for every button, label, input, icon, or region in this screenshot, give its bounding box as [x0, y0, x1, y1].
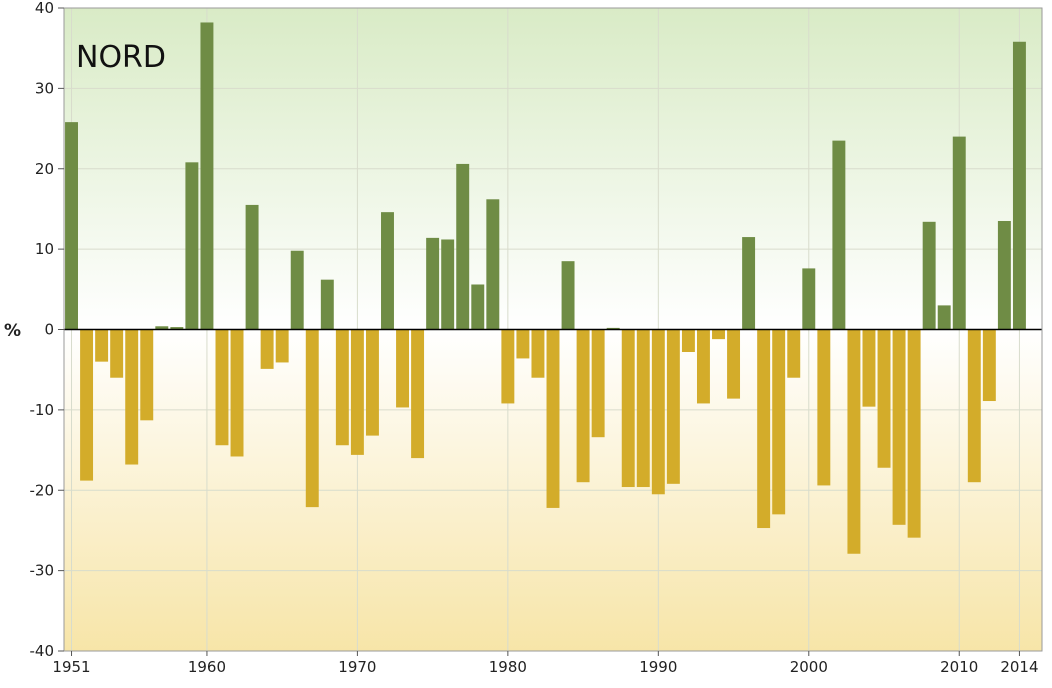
bar-1990	[651, 329, 665, 495]
bar-1983	[546, 329, 560, 508]
bar-1976	[441, 239, 455, 330]
bar-1980	[501, 329, 515, 404]
bar-1989	[636, 329, 650, 488]
bar-1957	[155, 326, 169, 330]
bar-2006	[892, 329, 906, 525]
bar-1965	[275, 329, 289, 363]
bar-2002	[832, 140, 846, 330]
bar-1999	[787, 329, 801, 378]
bar-1963	[245, 204, 259, 330]
bar-1969	[335, 329, 349, 446]
bar-2009	[937, 305, 951, 330]
bar-2005	[877, 329, 891, 468]
bar-1988	[621, 329, 635, 488]
x-tick-label: 2000	[790, 658, 828, 676]
y-axis-label: %	[4, 321, 21, 341]
bar-1982	[531, 329, 545, 378]
y-tick-label: 0	[44, 321, 54, 339]
bar-1974	[411, 329, 425, 459]
bar-2008	[922, 221, 936, 330]
bar-2014	[1012, 41, 1026, 330]
x-tick-label: 1951	[52, 658, 90, 676]
bar-1981	[516, 329, 530, 359]
bar-1998	[772, 329, 786, 515]
bar-2004	[862, 329, 876, 407]
bar-2003	[847, 329, 861, 554]
y-tick-label: -20	[30, 481, 55, 499]
chart-title: NORD	[76, 40, 166, 75]
bar-1968	[320, 279, 334, 330]
bar-1967	[305, 329, 319, 508]
x-tick-label: 1990	[639, 658, 677, 676]
bar-1984	[561, 261, 575, 330]
bar-1971	[365, 329, 379, 436]
bar-1960	[200, 22, 214, 330]
y-tick-label: 40	[35, 0, 54, 17]
bar-2013	[997, 220, 1011, 330]
bar-2000	[802, 268, 816, 330]
bar-2010	[952, 136, 966, 330]
bar-1970	[350, 329, 364, 455]
bar-1954	[110, 329, 124, 378]
bar-1977	[456, 163, 470, 330]
bar-1964	[260, 329, 274, 369]
bar-1979	[486, 199, 500, 330]
x-tick-label: 1970	[338, 658, 376, 676]
bar-2012	[982, 329, 996, 402]
bar-1952	[80, 329, 94, 481]
y-tick-label: 30	[35, 79, 54, 97]
bar-1959	[185, 162, 199, 330]
y-tick-label: -40	[30, 642, 55, 660]
bar-1953	[95, 329, 109, 362]
bar-1961	[215, 329, 229, 446]
bar-1985	[576, 329, 590, 483]
bar-1973	[396, 329, 410, 408]
y-tick-label: 20	[35, 160, 54, 178]
bar-1962	[230, 329, 244, 457]
bar-1987	[606, 327, 620, 330]
bar-1958	[170, 327, 184, 330]
bar-1995	[727, 329, 741, 399]
bar-2011	[967, 329, 981, 483]
bar-1994	[712, 329, 725, 340]
bar-1951	[65, 122, 78, 330]
bar-1956	[140, 329, 154, 421]
bar-1975	[426, 237, 440, 330]
bar-1955	[125, 329, 139, 465]
y-tick-label: -10	[30, 401, 55, 419]
bar-1978	[471, 284, 485, 330]
bar-1972	[381, 212, 394, 330]
bars	[65, 22, 1026, 554]
bar-1996	[742, 237, 756, 330]
bar-2001	[817, 329, 831, 486]
x-tick-label: 2010	[940, 658, 978, 676]
bar-1992	[681, 329, 695, 352]
bar-1997	[757, 329, 771, 529]
y-tick-label: -30	[30, 562, 55, 580]
x-tick-label: 1960	[188, 658, 226, 676]
x-tick-label: 2014	[1000, 658, 1038, 676]
bar-1993	[696, 329, 710, 404]
bar-1986	[591, 329, 605, 438]
bar-1966	[290, 250, 304, 330]
x-tick-label: 1980	[489, 658, 527, 676]
y-tick-label: 10	[35, 240, 54, 258]
bar-2007	[907, 329, 921, 538]
bar-1991	[666, 329, 680, 484]
